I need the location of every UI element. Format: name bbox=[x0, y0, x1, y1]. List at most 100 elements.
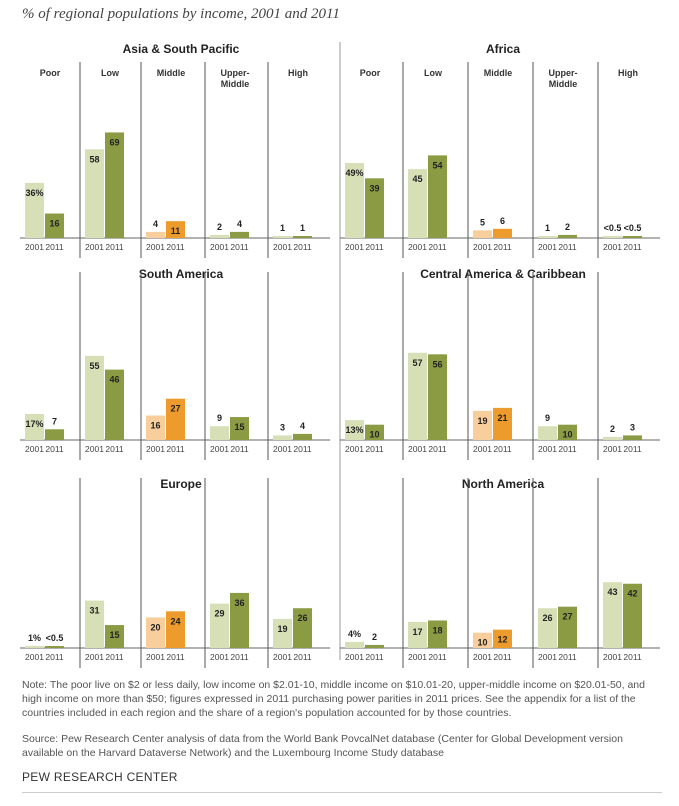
data-label: 69 bbox=[109, 137, 119, 147]
data-label: 27 bbox=[170, 404, 180, 414]
bar-2001 bbox=[273, 435, 292, 440]
data-label: 54 bbox=[432, 160, 442, 170]
data-label: 29 bbox=[214, 609, 224, 619]
chart-source: Source: Pew Research Center analysis of … bbox=[22, 733, 623, 759]
data-label: 3 bbox=[630, 422, 635, 432]
year-tick-label: 2011 bbox=[623, 444, 642, 454]
bar-2011 bbox=[166, 611, 185, 648]
data-label: 20 bbox=[150, 622, 160, 632]
year-tick-label: 2011 bbox=[623, 242, 642, 252]
bar-2001 bbox=[473, 230, 492, 238]
category-label: Middle bbox=[157, 68, 186, 78]
data-label: 1 bbox=[545, 223, 550, 233]
data-label: 1% bbox=[28, 633, 41, 643]
bar-2011 bbox=[365, 178, 384, 238]
data-label: 15 bbox=[234, 422, 244, 432]
bar-2001 bbox=[473, 410, 492, 440]
year-tick-label: 2011 bbox=[428, 444, 447, 454]
bar-2001 bbox=[473, 632, 492, 648]
year-tick-label: 2001 bbox=[473, 652, 492, 662]
category-label: Middle bbox=[484, 68, 513, 78]
category-label: High bbox=[288, 68, 308, 78]
data-label: 4 bbox=[153, 219, 158, 229]
bar-2011 bbox=[365, 644, 384, 648]
year-tick-label: 2011 bbox=[623, 652, 642, 662]
year-tick-label: 2001 bbox=[85, 444, 104, 454]
bar-2011 bbox=[293, 236, 312, 238]
bar-2001 bbox=[146, 231, 165, 238]
data-label: 36% bbox=[25, 188, 43, 198]
data-label: 57 bbox=[412, 358, 422, 368]
bar-2011 bbox=[558, 424, 577, 440]
year-tick-label: 2011 bbox=[493, 444, 512, 454]
year-tick-label: 2011 bbox=[166, 242, 185, 252]
data-label: 1 bbox=[300, 223, 305, 233]
data-label: 7 bbox=[52, 416, 57, 426]
data-label: 9 bbox=[217, 413, 222, 423]
year-tick-label: 2001 bbox=[408, 652, 427, 662]
data-label: 4 bbox=[237, 219, 242, 229]
category-label: Upper- bbox=[221, 68, 250, 78]
data-label: 6 bbox=[500, 216, 505, 226]
bar-2011 bbox=[105, 369, 124, 440]
bar-2011 bbox=[230, 231, 249, 238]
year-tick-label: 2011 bbox=[365, 444, 384, 454]
data-label: 4 bbox=[300, 421, 305, 431]
bar-2011 bbox=[293, 608, 312, 648]
bar-2011 bbox=[45, 213, 64, 238]
category-label: Middle bbox=[221, 79, 250, 89]
bar-2011 bbox=[105, 625, 124, 648]
year-tick-label: 2011 bbox=[428, 242, 447, 252]
data-label: 10 bbox=[477, 638, 487, 648]
year-tick-label: 2011 bbox=[230, 652, 249, 662]
bar-2011 bbox=[45, 646, 64, 648]
year-tick-label: 2001 bbox=[146, 242, 165, 252]
year-tick-label: 2011 bbox=[166, 444, 185, 454]
year-tick-label: 2011 bbox=[293, 242, 312, 252]
data-label: 17% bbox=[25, 419, 43, 429]
year-tick-label: 2001 bbox=[408, 444, 427, 454]
bar-2001 bbox=[603, 582, 622, 648]
category-label: Middle bbox=[549, 79, 578, 89]
bar-2001 bbox=[345, 420, 364, 440]
year-tick-label: 2001 bbox=[345, 652, 364, 662]
data-label: 46 bbox=[109, 375, 119, 385]
year-tick-label: 2001 bbox=[25, 242, 44, 252]
bar-2011 bbox=[105, 132, 124, 238]
bar-2011 bbox=[493, 407, 512, 440]
data-label: 36 bbox=[234, 598, 244, 608]
chart-note: Note: The poor live on $2 or less daily,… bbox=[22, 679, 645, 719]
bar-2011 bbox=[623, 435, 642, 440]
data-label: 16 bbox=[49, 219, 59, 229]
data-label: 1 bbox=[280, 223, 285, 233]
data-label: 43 bbox=[607, 587, 617, 597]
bar-2011 bbox=[293, 433, 312, 440]
data-label: 19 bbox=[277, 624, 287, 634]
data-label: 21 bbox=[497, 413, 507, 423]
year-tick-label: 2011 bbox=[230, 444, 249, 454]
year-tick-label: 2001 bbox=[345, 242, 364, 252]
bar-2001 bbox=[210, 603, 229, 648]
region-title: Africa bbox=[486, 42, 520, 56]
year-tick-label: 2011 bbox=[45, 444, 64, 454]
bar-2001 bbox=[273, 618, 292, 648]
bar-2011 bbox=[558, 606, 577, 648]
year-tick-label: 2011 bbox=[45, 242, 64, 252]
year-tick-label: 2011 bbox=[105, 652, 124, 662]
bar-2011 bbox=[623, 236, 642, 238]
bar-2011 bbox=[166, 221, 185, 238]
data-label: 13% bbox=[345, 425, 363, 435]
year-tick-label: 2001 bbox=[85, 652, 104, 662]
data-label: 56 bbox=[432, 359, 442, 369]
year-tick-label: 2001 bbox=[408, 242, 427, 252]
bar-2001 bbox=[538, 426, 557, 440]
data-label: 26 bbox=[542, 613, 552, 623]
data-label: 39 bbox=[369, 183, 379, 193]
region-title: Central America & Caribbean bbox=[420, 267, 586, 281]
data-label: 26 bbox=[297, 613, 307, 623]
data-label: 9 bbox=[545, 413, 550, 423]
data-label: 11 bbox=[171, 226, 181, 236]
bar-2011 bbox=[428, 620, 447, 648]
year-tick-label: 2001 bbox=[25, 652, 44, 662]
year-tick-label: 2011 bbox=[493, 242, 512, 252]
